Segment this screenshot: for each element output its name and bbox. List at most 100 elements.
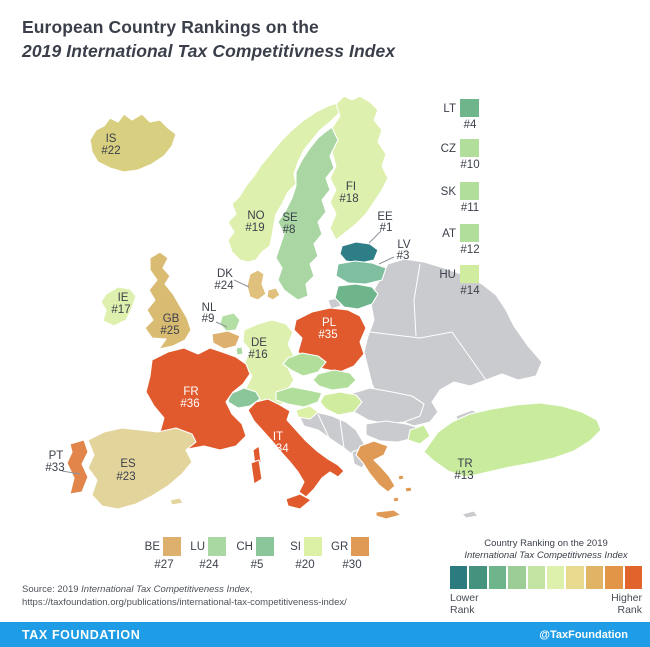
legend-si-code: SI xyxy=(290,541,301,553)
country-ireland xyxy=(100,286,137,327)
legend-sk-swatch xyxy=(460,182,479,200)
label-fi-code: FI xyxy=(346,181,356,193)
legend-hu-swatch xyxy=(460,265,479,283)
scale-swatch xyxy=(605,566,623,589)
legend-hu-code: HU xyxy=(439,269,456,281)
label-gb-code: GB xyxy=(163,313,180,325)
pointer-lv xyxy=(378,256,395,265)
country-norway xyxy=(227,101,349,263)
country-greece-crete xyxy=(375,509,402,520)
legend-at-swatch xyxy=(460,224,479,242)
label-nl-code: NL xyxy=(202,302,217,314)
legend-be-rank: #27 xyxy=(154,559,174,571)
legend-item-at: AT #12 xyxy=(436,224,506,260)
country-portugal xyxy=(66,439,89,495)
legend-lu-swatch xyxy=(208,537,226,556)
country-italy xyxy=(247,398,345,498)
scale-strip xyxy=(450,566,643,589)
legend-cz-code: CZ xyxy=(440,143,456,155)
country-great-britain xyxy=(144,251,192,350)
source-url: https://taxfoundation.org/publications/i… xyxy=(22,597,347,608)
legend-item-cz: CZ #10 xyxy=(436,139,506,175)
page-title: European Country Rankings on the 2019 In… xyxy=(22,15,395,63)
label-gb-rank: #25 xyxy=(160,325,179,337)
country-austria xyxy=(275,386,323,408)
label-pt-rank: #33 xyxy=(45,462,64,474)
label-es-rank: #23 xyxy=(116,471,135,483)
source-note: Source: 2019 International Tax Competiti… xyxy=(22,583,347,609)
label-no-code: NO xyxy=(247,210,264,222)
scale-legend-title-line2: International Tax Competitivness Index xyxy=(464,550,628,561)
country-estonia xyxy=(339,241,379,264)
label-it-code: IT xyxy=(273,431,283,443)
country-latvia xyxy=(335,260,387,285)
label-nl-rank: #9 xyxy=(202,313,215,325)
footer-handle: @TaxFoundation xyxy=(539,628,628,641)
country-netherlands xyxy=(219,312,241,332)
legend-lt-swatch xyxy=(460,99,479,117)
label-it-rank: #34 xyxy=(269,443,289,455)
label-fi-rank: #18 xyxy=(339,193,358,205)
legend-item-gr: GR #30 xyxy=(331,536,377,571)
country-lithuania xyxy=(334,283,379,310)
legend-si-rank: #20 xyxy=(295,559,315,571)
label-no-rank: #19 xyxy=(245,222,264,234)
legend-item-lu: LU #24 xyxy=(188,536,234,571)
scale-swatch xyxy=(585,566,604,589)
label-ee-code: EE xyxy=(377,211,393,223)
label-tr-code: TR xyxy=(457,458,472,470)
scale-swatch xyxy=(508,566,526,589)
country-hungary xyxy=(319,391,363,416)
legend-sk-rank: #11 xyxy=(460,202,480,214)
label-dk-rank: #24 xyxy=(214,280,234,292)
country-finland xyxy=(329,95,389,241)
label-ie-code: IE xyxy=(118,292,129,304)
country-italy-sicily xyxy=(285,493,312,510)
country-slovenia xyxy=(295,405,319,420)
legend-item-si: SI #20 xyxy=(284,536,330,571)
legend-item-ch: CH #5 xyxy=(236,536,282,571)
country-czechia xyxy=(282,352,327,377)
legend-be-code: BE xyxy=(144,541,160,553)
label-pl-rank: #35 xyxy=(318,329,337,341)
legend-cz-rank: #10 xyxy=(460,159,480,171)
country-denmark-island xyxy=(266,287,281,301)
country-luxembourg xyxy=(235,346,244,356)
label-ie-rank: #17 xyxy=(111,304,130,316)
label-pt-code: PT xyxy=(49,450,64,462)
country-slovakia xyxy=(312,369,357,391)
country-spain xyxy=(87,427,197,510)
border-line-1 xyxy=(413,263,421,337)
label-fr-code: FR xyxy=(183,386,198,398)
label-fr-rank: #36 xyxy=(180,398,199,410)
pointer-dk xyxy=(233,279,250,288)
country-greece-islands xyxy=(392,474,413,503)
legend-item-be: BE #27 xyxy=(143,536,189,571)
scale-swatch xyxy=(624,566,643,589)
label-de-rank: #16 xyxy=(248,349,267,361)
legend-hu-rank: #14 xyxy=(460,285,480,297)
footer-brand: TAX FOUNDATION xyxy=(22,627,141,642)
legend-be-swatch xyxy=(163,537,181,556)
label-de-code: DE xyxy=(251,337,267,349)
country-greece xyxy=(355,440,396,493)
country-turkey xyxy=(423,402,602,478)
country-france xyxy=(145,347,251,451)
scale-lower-label: Lower Rank xyxy=(450,592,479,616)
legend-item-sk: SK #11 xyxy=(436,182,506,218)
country-denmark xyxy=(246,269,267,301)
source-line1: Source: 2019 International Tax Competiti… xyxy=(22,584,253,595)
scale-swatch xyxy=(469,566,487,589)
scale-swatch xyxy=(527,566,546,589)
legend-item-hu: HU #14 xyxy=(436,265,506,301)
title-line1: European Country Rankings on the xyxy=(22,17,319,37)
label-se-rank: #8 xyxy=(283,224,296,236)
legend-lu-code: LU xyxy=(190,541,205,553)
scale-legend-title-line1: Country Ranking on the 2019 xyxy=(484,538,608,549)
label-is-rank: #22 xyxy=(101,145,120,157)
border-line-2 xyxy=(369,331,487,381)
region-unranked-east xyxy=(363,258,543,427)
legend-lt-rank: #4 xyxy=(463,119,477,131)
legend-sk-code: SK xyxy=(440,186,456,198)
